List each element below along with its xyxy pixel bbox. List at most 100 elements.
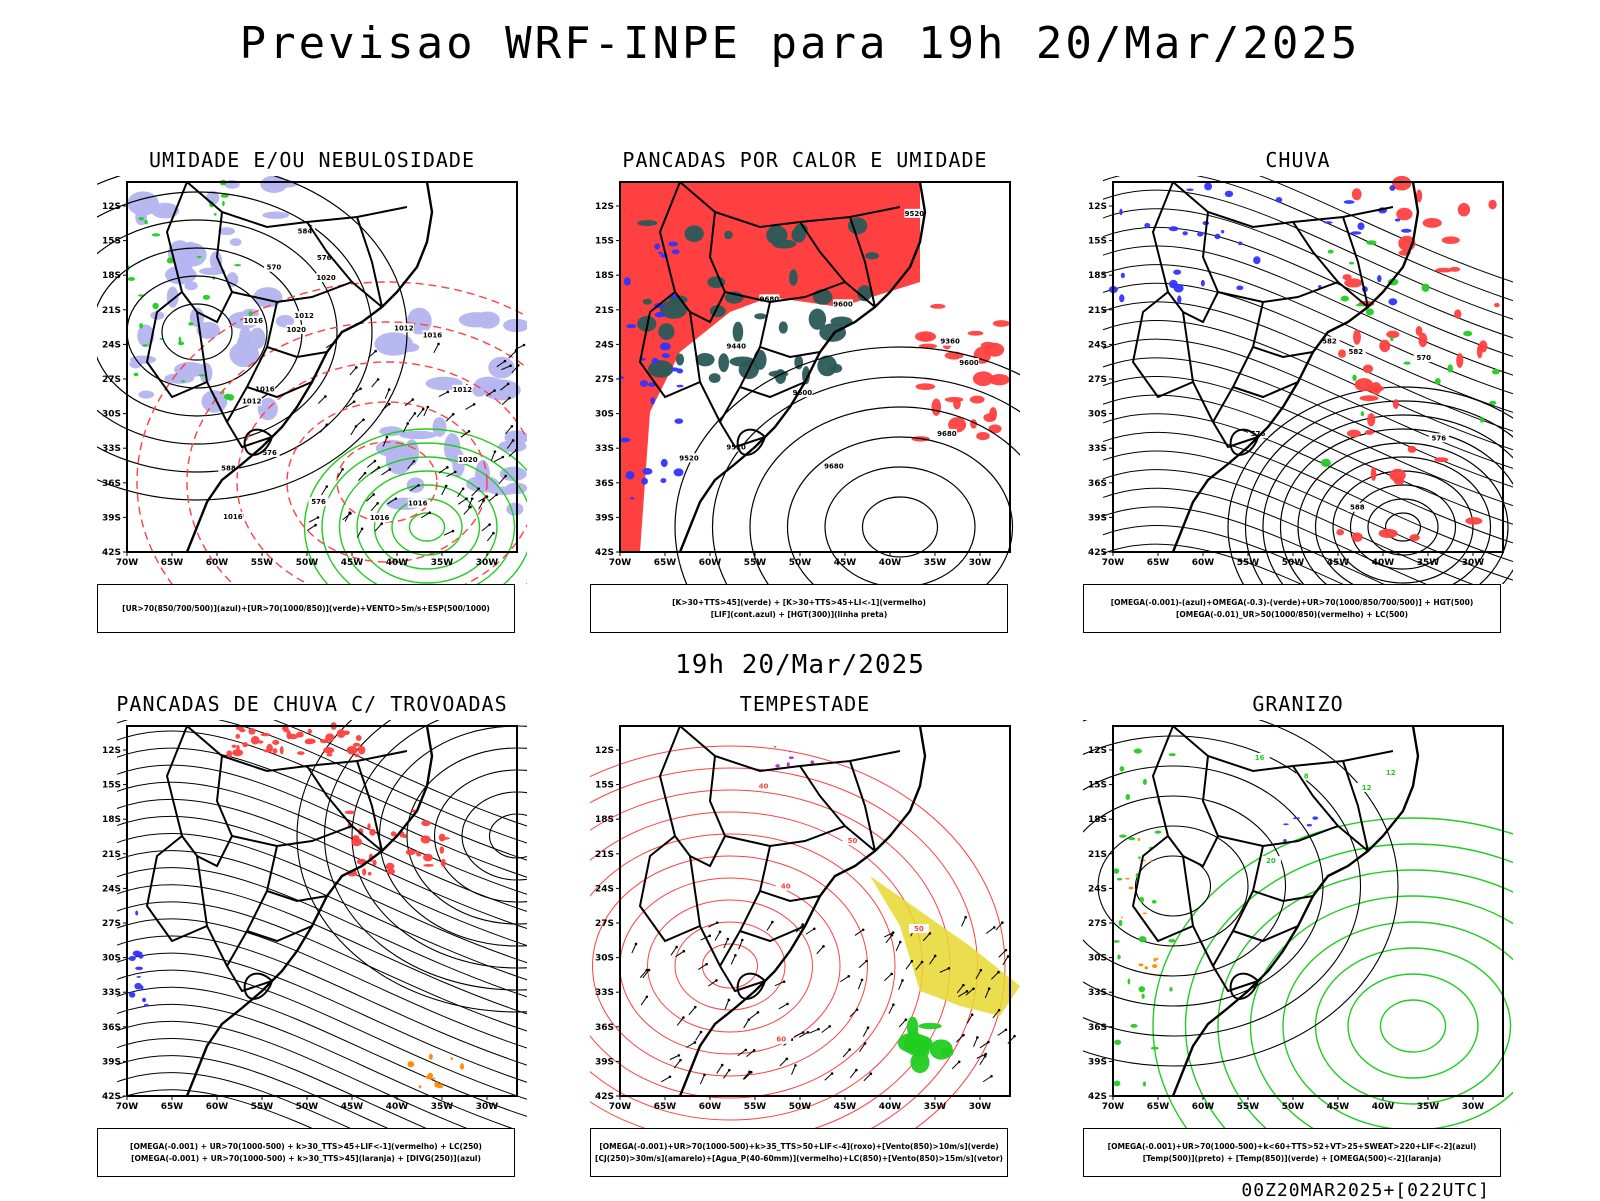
thunder-area xyxy=(367,823,371,830)
contour-label-bg xyxy=(308,497,329,507)
omega-area xyxy=(1182,231,1188,236)
thunder-area xyxy=(352,834,360,841)
streamline xyxy=(1102,469,1474,584)
green-speck xyxy=(1125,794,1131,800)
wind-vector-head xyxy=(341,468,344,471)
panel-granizo: GRANIZO 12 12 16 20 8 12S 15S 18S 21S 24S 27S 30S 33… xyxy=(1083,692,1513,1192)
contour-label: 588 xyxy=(221,464,236,472)
orange-area xyxy=(427,1072,433,1078)
wind-vector xyxy=(675,950,685,958)
lat-tick-label: 15S xyxy=(1088,781,1107,791)
wind-vector xyxy=(1007,1035,1015,1044)
wind-vector xyxy=(631,943,637,954)
state-border xyxy=(186,725,408,773)
divergence-area xyxy=(143,1003,149,1007)
orange-area xyxy=(434,1081,439,1088)
omega-strong-area xyxy=(1355,303,1365,307)
omega500-area xyxy=(1150,859,1153,863)
contour-label: 1016 xyxy=(370,514,390,522)
lif-contour xyxy=(671,249,680,255)
omega-area xyxy=(1119,294,1125,303)
wind-vector xyxy=(842,1049,851,1058)
lat-tick-label: 24S xyxy=(595,340,614,350)
lc850-contour xyxy=(592,855,868,1077)
rain-area xyxy=(1392,176,1412,191)
humidity-area xyxy=(406,477,425,493)
wind-vector xyxy=(443,530,454,536)
wind-vector xyxy=(438,391,449,397)
lon-tick-label: 40W xyxy=(879,558,902,568)
streamline xyxy=(116,867,527,998)
contour-label: 9600 xyxy=(959,359,979,367)
omega-strong-area xyxy=(1352,374,1357,381)
state-border xyxy=(1231,890,1299,943)
wind-vector xyxy=(445,413,454,422)
wind-vector xyxy=(997,1029,1007,1036)
panel-trovoadas: PANCADAS DE CHUVA C/ TROVOADAS 12S 15S 18S… xyxy=(97,692,527,1192)
lat-tick-label: 33S xyxy=(102,988,121,998)
streamline xyxy=(116,918,527,1049)
state-border xyxy=(799,765,846,827)
lagoon xyxy=(1229,972,1260,1000)
streamline xyxy=(116,833,527,964)
wind-vector xyxy=(308,517,319,523)
contour-label-bg xyxy=(218,463,239,473)
state-border xyxy=(758,845,821,903)
streamline xyxy=(116,935,527,1066)
contour-label: 9520 xyxy=(679,454,699,462)
streamline xyxy=(116,986,527,1117)
lif-contour xyxy=(625,471,635,480)
panel-legend: [UR>70(850/700/500)](azul)+[UR>70(1000/8… xyxy=(97,584,515,633)
convection-area xyxy=(976,431,990,441)
wind-vector xyxy=(976,1053,986,1059)
lat-tick-label: 21S xyxy=(595,306,614,316)
omega-strong-area xyxy=(1491,368,1500,375)
wind-vector-head xyxy=(987,987,991,991)
lon-tick-label: 65W xyxy=(654,558,677,568)
wind-vector-head xyxy=(997,1008,1001,1012)
wind-vector xyxy=(438,466,448,474)
green-speck xyxy=(1127,978,1131,985)
lat-tick-label: 27S xyxy=(595,375,614,385)
contour-label-bg xyxy=(1428,433,1449,443)
omega-area xyxy=(1177,295,1182,304)
map-frame xyxy=(1112,181,1504,553)
wind-vector-head xyxy=(508,396,511,400)
wind-vector xyxy=(798,1031,809,1038)
contour-label-bg xyxy=(1319,336,1340,346)
green-speck xyxy=(1113,868,1120,874)
wind-vector-head xyxy=(376,502,379,505)
omega-strong-area xyxy=(1463,330,1473,337)
hgt300-contour xyxy=(824,466,976,584)
wind-vector-head xyxy=(801,1031,805,1034)
map-pancadas-calor: 9680968096809600960096009520952095209440… xyxy=(595,181,1020,584)
state-border xyxy=(1292,765,1339,827)
wind-vector-head xyxy=(501,455,505,459)
contour-label: 9600 xyxy=(833,300,853,308)
wind-vector-head xyxy=(734,954,737,957)
lon-tick-label: 40W xyxy=(386,1102,409,1112)
rain-area xyxy=(1396,207,1413,221)
instability-area xyxy=(675,353,685,366)
wind-vector xyxy=(367,350,376,359)
lon-tick-label: 60W xyxy=(699,1102,722,1112)
state-border xyxy=(145,291,208,399)
thunder-area xyxy=(344,810,356,815)
green-speck xyxy=(1142,1081,1147,1087)
lat-tick-label: 12S xyxy=(1088,202,1107,212)
humidity-area xyxy=(262,211,290,219)
instability-area xyxy=(778,321,788,334)
wind-vector-head xyxy=(964,915,967,919)
contour-label-bg xyxy=(792,388,813,398)
green-speck xyxy=(138,216,145,221)
contour-label: 8 xyxy=(1304,772,1309,780)
wind-vector-head xyxy=(373,459,377,463)
wind-vector-head xyxy=(465,497,468,500)
instability-area xyxy=(707,276,726,289)
state-border xyxy=(1151,725,1219,868)
wind-vector xyxy=(805,928,815,935)
contour-label: 20 xyxy=(1266,857,1276,865)
lat-tick-label: 18S xyxy=(1088,271,1107,281)
state-border xyxy=(196,311,228,423)
thunder-area xyxy=(390,831,397,837)
